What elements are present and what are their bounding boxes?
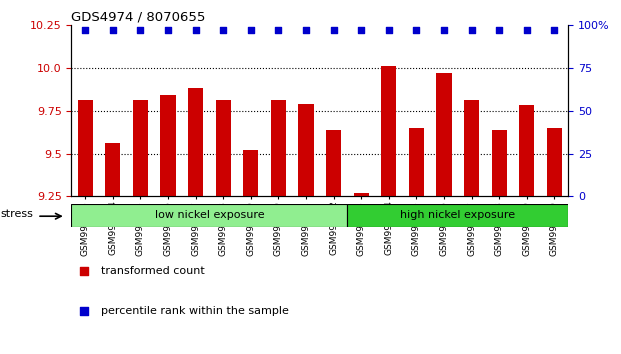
Point — [439, 27, 449, 33]
Text: low nickel exposure: low nickel exposure — [155, 210, 264, 220]
Bar — [78, 100, 93, 196]
Bar — [105, 143, 120, 196]
Point — [329, 27, 338, 33]
Bar — [353, 193, 369, 196]
Point — [135, 27, 145, 33]
Text: GDS4974 / 8070655: GDS4974 / 8070655 — [71, 11, 206, 24]
Bar — [160, 95, 176, 196]
Point — [163, 27, 173, 33]
Bar — [299, 104, 314, 196]
Point — [494, 27, 504, 33]
Text: transformed count: transformed count — [101, 266, 205, 276]
Bar — [133, 100, 148, 196]
Bar — [519, 105, 535, 196]
Text: percentile rank within the sample: percentile rank within the sample — [101, 306, 289, 316]
Bar — [409, 128, 424, 196]
Point — [273, 27, 283, 33]
Text: stress: stress — [0, 209, 33, 219]
Point — [384, 27, 394, 33]
Bar — [326, 130, 341, 196]
Point — [80, 27, 90, 33]
Bar — [492, 130, 507, 196]
Bar — [381, 66, 396, 196]
Point — [550, 27, 560, 33]
Bar — [347, 204, 568, 227]
Bar — [215, 100, 231, 196]
Bar — [243, 150, 258, 196]
Point — [412, 27, 422, 33]
Point — [246, 27, 256, 33]
Point — [218, 27, 228, 33]
Bar — [71, 204, 347, 227]
Point — [79, 268, 89, 274]
Bar — [547, 128, 562, 196]
Bar — [437, 73, 451, 196]
Point — [356, 27, 366, 33]
Bar — [188, 88, 203, 196]
Text: high nickel exposure: high nickel exposure — [401, 210, 515, 220]
Point — [108, 27, 118, 33]
Point — [191, 27, 201, 33]
Point — [522, 27, 532, 33]
Bar — [271, 100, 286, 196]
Point — [301, 27, 311, 33]
Point — [79, 308, 89, 314]
Point — [466, 27, 476, 33]
Bar — [464, 100, 479, 196]
